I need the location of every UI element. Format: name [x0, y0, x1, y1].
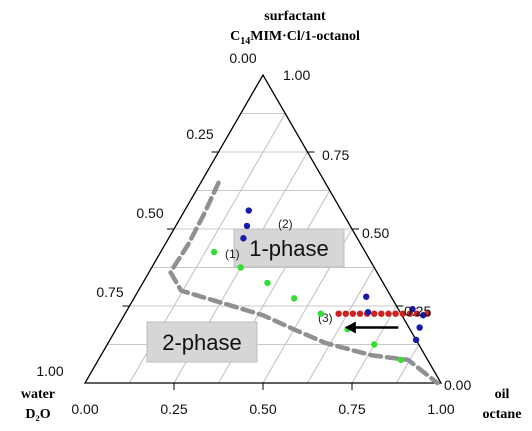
- top-corner-label-line1: surfactant: [264, 9, 326, 24]
- data-point-green: [317, 310, 325, 317]
- left-axis-tick-label: 1.00: [36, 363, 63, 379]
- data-point-red: [349, 310, 357, 317]
- left-axis-tick-label: 0.75: [96, 284, 123, 300]
- region-label: 2-phase: [162, 330, 242, 355]
- right-axis-tick-label: 0.00: [444, 377, 471, 393]
- bottom-axis-tick-label: 0.00: [71, 401, 98, 417]
- right-axis-tick-label: 0.75: [322, 147, 349, 163]
- phase-boundary: [168, 180, 440, 386]
- arrow-annotation: [344, 321, 399, 334]
- corner-labels: surfactant C14MIM·Cl/1-octanol water D₂O…: [21, 9, 522, 422]
- data-point-red: [356, 310, 364, 317]
- data-point-blue: [409, 305, 416, 313]
- data-point-red: [406, 310, 414, 317]
- data-point-green: [371, 341, 378, 348]
- right-corner-label-line2: octane: [483, 407, 522, 422]
- right-axis-tick-label: 0.50: [362, 225, 389, 241]
- tick-labels: 0.25 0.50 0.75 1.00 0.00 0.25 0.50 0.75 1.00 1.00…: [36, 50, 471, 417]
- region-annotation: (1): [225, 247, 240, 261]
- phase-boundary-curve: [168, 180, 440, 386]
- region-annotation: (2): [278, 217, 293, 231]
- data-point-green: [237, 264, 244, 271]
- bottom-axis-tick-label: 0.50: [249, 401, 276, 417]
- data-point-green: [397, 356, 405, 364]
- data-point-blue: [416, 324, 423, 331]
- data-point-green: [290, 295, 298, 302]
- left-corner-label-line1: water: [21, 387, 55, 402]
- left-axis-tick-label: 0.25: [186, 126, 213, 142]
- region-label-box: [146, 321, 258, 363]
- data-point-blue: [245, 207, 252, 214]
- grid-line: [307, 267, 375, 384]
- region-label: 1-phase: [249, 236, 329, 261]
- right-axis-tick-label: 1.00: [283, 67, 310, 83]
- data-point-red: [378, 310, 385, 317]
- top-corner-label-line2: C14MIM·Cl/1-octanol: [230, 29, 360, 47]
- data-point-green: [210, 248, 218, 256]
- left-corner-label-line2: D₂O: [25, 407, 50, 422]
- data-points: [210, 207, 431, 364]
- data-point-blue: [363, 293, 370, 300]
- top-axis-tick-label: 0.00: [229, 50, 256, 66]
- right-axis-tick-label: 0.25: [404, 303, 431, 319]
- data-point-red: [399, 310, 406, 317]
- data-point-blue: [364, 308, 372, 316]
- left-axis-tick-label: 0.50: [136, 205, 163, 221]
- data-point-red: [335, 310, 342, 317]
- arrow-head: [344, 321, 356, 334]
- data-point-red: [385, 310, 392, 317]
- data-point-red: [342, 310, 349, 317]
- data-point-red: [371, 310, 378, 317]
- right-corner-label-line1: oil: [495, 387, 510, 402]
- data-point-red: [413, 310, 421, 317]
- data-point-blue: [243, 222, 251, 230]
- data-point-green: [264, 279, 271, 287]
- grid-line: [396, 344, 420, 384]
- region-label-box: [233, 228, 345, 268]
- bottom-axis-tick-label: 1.00: [427, 401, 454, 417]
- bottom-axis-tick-label: 0.75: [338, 401, 365, 417]
- bottom-axis-tick-label: 0.25: [160, 401, 187, 417]
- data-point-blue: [420, 312, 427, 319]
- data-point-blue: [240, 235, 247, 242]
- data-point-blue: [412, 336, 420, 344]
- data-point-red: [392, 310, 399, 317]
